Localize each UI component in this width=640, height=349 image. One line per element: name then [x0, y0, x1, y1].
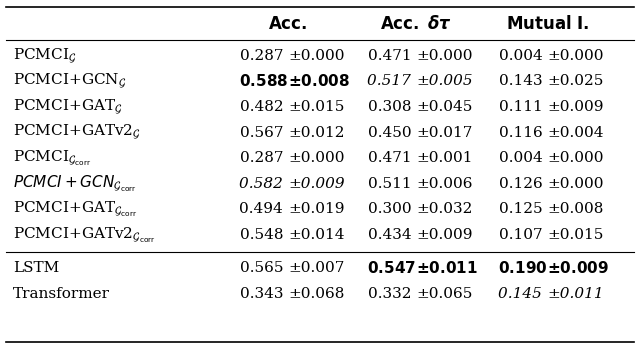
Text: 0.567: 0.567 — [239, 126, 288, 140]
Text: ±0.009: ±0.009 — [288, 177, 344, 191]
Text: 0.548: 0.548 — [239, 228, 288, 242]
Text: Transformer: Transformer — [13, 287, 110, 301]
Text: 0.143: 0.143 — [499, 74, 547, 88]
Text: 0.111: 0.111 — [499, 100, 547, 114]
Text: ±0.000: ±0.000 — [547, 49, 604, 63]
Text: $\mathbf{0.190\ }$: $\mathbf{0.190\ }$ — [498, 260, 547, 276]
Text: PCMCI+GATv2$_{\mathcal{G}}$: PCMCI+GATv2$_{\mathcal{G}}$ — [13, 123, 141, 142]
Text: 0.582: 0.582 — [239, 177, 288, 191]
Text: 0.511: 0.511 — [367, 177, 416, 191]
Text: $\mathbf{±0.011}$: $\mathbf{±0.011}$ — [416, 260, 478, 276]
Text: ±0.000: ±0.000 — [288, 151, 344, 165]
Text: 0.300: 0.300 — [367, 202, 416, 216]
Text: ±0.068: ±0.068 — [288, 287, 344, 301]
Text: $\mathbf{Mutual\ I.}$: $\mathbf{Mutual\ I.}$ — [506, 15, 589, 34]
Text: ±0.019: ±0.019 — [288, 202, 344, 216]
Text: 0.482: 0.482 — [239, 100, 288, 114]
Text: ±0.011: ±0.011 — [547, 287, 604, 301]
Text: 0.116: 0.116 — [499, 126, 547, 140]
Text: ±0.007: ±0.007 — [288, 261, 344, 275]
Text: PCMCI+GATv2$_{\mathcal{G}_{\mathrm{corr}}}$: PCMCI+GATv2$_{\mathcal{G}_{\mathrm{corr}… — [13, 225, 156, 245]
Text: PCMCI$_{\mathcal{G}_{\mathrm{corr}}}$: PCMCI$_{\mathcal{G}_{\mathrm{corr}}}$ — [13, 148, 92, 168]
Text: 0.126: 0.126 — [499, 177, 547, 191]
Text: $\mathbf{Acc.}\ \boldsymbol{\delta\tau}$: $\mathbf{Acc.}\ \boldsymbol{\delta\tau}$ — [380, 15, 452, 34]
Text: 0.434: 0.434 — [367, 228, 416, 242]
Text: LSTM: LSTM — [13, 261, 59, 275]
Text: PCMCI+GAT$_{\mathcal{G}_{\mathrm{corr}}}$: PCMCI+GAT$_{\mathcal{G}_{\mathrm{corr}}}… — [13, 200, 138, 219]
Text: 0.450: 0.450 — [367, 126, 416, 140]
Text: $\mathbf{0.588\ }$: $\mathbf{0.588\ }$ — [239, 73, 288, 89]
Text: PCMCI$_{\mathcal{G}}$: PCMCI$_{\mathcal{G}}$ — [13, 46, 76, 66]
Text: 0.004: 0.004 — [499, 49, 547, 63]
Text: 0.494: 0.494 — [239, 202, 288, 216]
Text: ±0.001: ±0.001 — [416, 151, 472, 165]
Text: $\mathbf{±0.008}$: $\mathbf{±0.008}$ — [288, 73, 350, 89]
Text: ±0.008: ±0.008 — [547, 202, 604, 216]
Text: $\mathbf{±0.009}$: $\mathbf{±0.009}$ — [547, 260, 609, 276]
Text: ±0.015: ±0.015 — [288, 100, 344, 114]
Text: 0.471: 0.471 — [367, 49, 416, 63]
Text: ±0.025: ±0.025 — [547, 74, 604, 88]
Text: ±0.032: ±0.032 — [416, 202, 472, 216]
Text: $\mathbf{Acc.}$: $\mathbf{Acc.}$ — [268, 16, 308, 33]
Text: PCMCI+GCN$_{\mathcal{G}}$: PCMCI+GCN$_{\mathcal{G}}$ — [13, 72, 126, 91]
Text: 0.107: 0.107 — [499, 228, 547, 242]
Text: ±0.045: ±0.045 — [416, 100, 472, 114]
Text: ±0.012: ±0.012 — [288, 126, 344, 140]
Text: ±0.009: ±0.009 — [547, 100, 604, 114]
Text: ±0.000: ±0.000 — [547, 151, 604, 165]
Text: $\mathit{PCMCI+GCN}$$_{\mathcal{G}_{\mathrm{corr}}}$: $\mathit{PCMCI+GCN}$$_{\mathcal{G}_{\mat… — [13, 173, 137, 194]
Text: 0.308: 0.308 — [367, 100, 416, 114]
Text: ±0.014: ±0.014 — [288, 228, 344, 242]
Text: 0.332: 0.332 — [367, 287, 416, 301]
Text: ±0.017: ±0.017 — [416, 126, 472, 140]
Text: ±0.015: ±0.015 — [547, 228, 604, 242]
Text: 0.343: 0.343 — [239, 287, 288, 301]
Text: ±0.000: ±0.000 — [547, 177, 604, 191]
Text: 0.287: 0.287 — [239, 49, 288, 63]
Text: 0.145: 0.145 — [499, 287, 547, 301]
Text: 0.471: 0.471 — [367, 151, 416, 165]
Text: 0.125: 0.125 — [499, 202, 547, 216]
Text: 0.565: 0.565 — [239, 261, 288, 275]
Text: 0.517: 0.517 — [367, 74, 416, 88]
Text: 0.004: 0.004 — [499, 151, 547, 165]
Text: $\mathbf{0.547\ }$: $\mathbf{0.547\ }$ — [367, 260, 416, 276]
Text: ±0.005: ±0.005 — [416, 74, 472, 88]
Text: ±0.000: ±0.000 — [288, 49, 344, 63]
Text: ±0.004: ±0.004 — [547, 126, 604, 140]
Text: PCMCI+GAT$_{\mathcal{G}}$: PCMCI+GAT$_{\mathcal{G}}$ — [13, 97, 122, 117]
Text: ±0.009: ±0.009 — [416, 228, 472, 242]
Text: ±0.065: ±0.065 — [416, 287, 472, 301]
Text: ±0.000: ±0.000 — [416, 49, 472, 63]
Text: ±0.006: ±0.006 — [416, 177, 472, 191]
Text: 0.287: 0.287 — [239, 151, 288, 165]
